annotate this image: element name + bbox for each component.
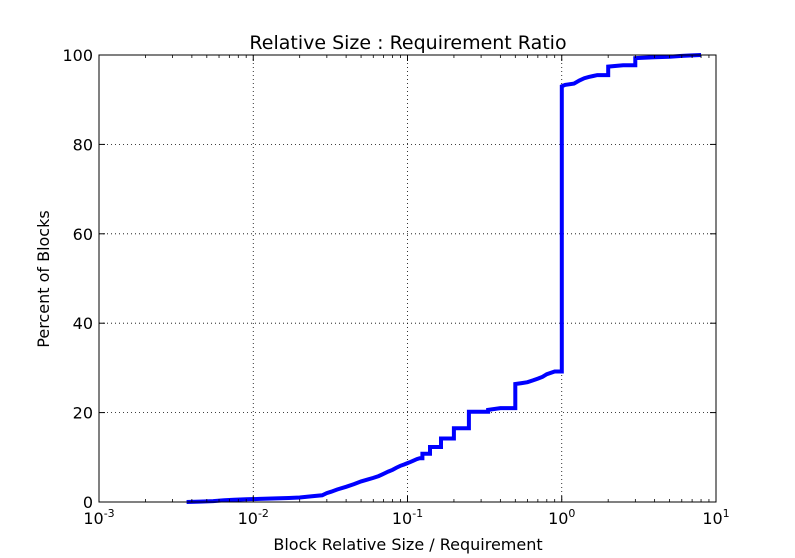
y-tick-label: 0 bbox=[83, 493, 93, 512]
plot-frame bbox=[98, 54, 717, 503]
plot-area bbox=[186, 53, 702, 504]
x-axis-label: Block Relative Size / Requirement bbox=[273, 535, 542, 554]
y-tick-label: 60 bbox=[73, 225, 93, 244]
x-tick-label: 10-1 bbox=[392, 507, 423, 528]
y-tick-label: 80 bbox=[73, 135, 93, 154]
axis-ticks bbox=[98, 54, 717, 503]
x-tick-label: 100 bbox=[548, 507, 575, 528]
y-tick-label: 20 bbox=[73, 404, 93, 423]
x-tick-label: 10-3 bbox=[83, 507, 114, 528]
tick-labels: 10-3 10-2 10-1 100 101 0 20 40 60 80 100 bbox=[62, 46, 729, 528]
y-tick-label: 100 bbox=[62, 46, 93, 65]
series-line bbox=[186, 53, 702, 504]
y-axis-label: Percent of Blocks bbox=[34, 210, 53, 347]
x-tick-label: 101 bbox=[702, 507, 729, 528]
chart-title: Relative Size : Requirement Ratio bbox=[249, 32, 566, 54]
y-tick-label: 40 bbox=[73, 314, 93, 333]
grid-lines bbox=[99, 55, 716, 502]
x-tick-label: 10-2 bbox=[238, 507, 269, 528]
